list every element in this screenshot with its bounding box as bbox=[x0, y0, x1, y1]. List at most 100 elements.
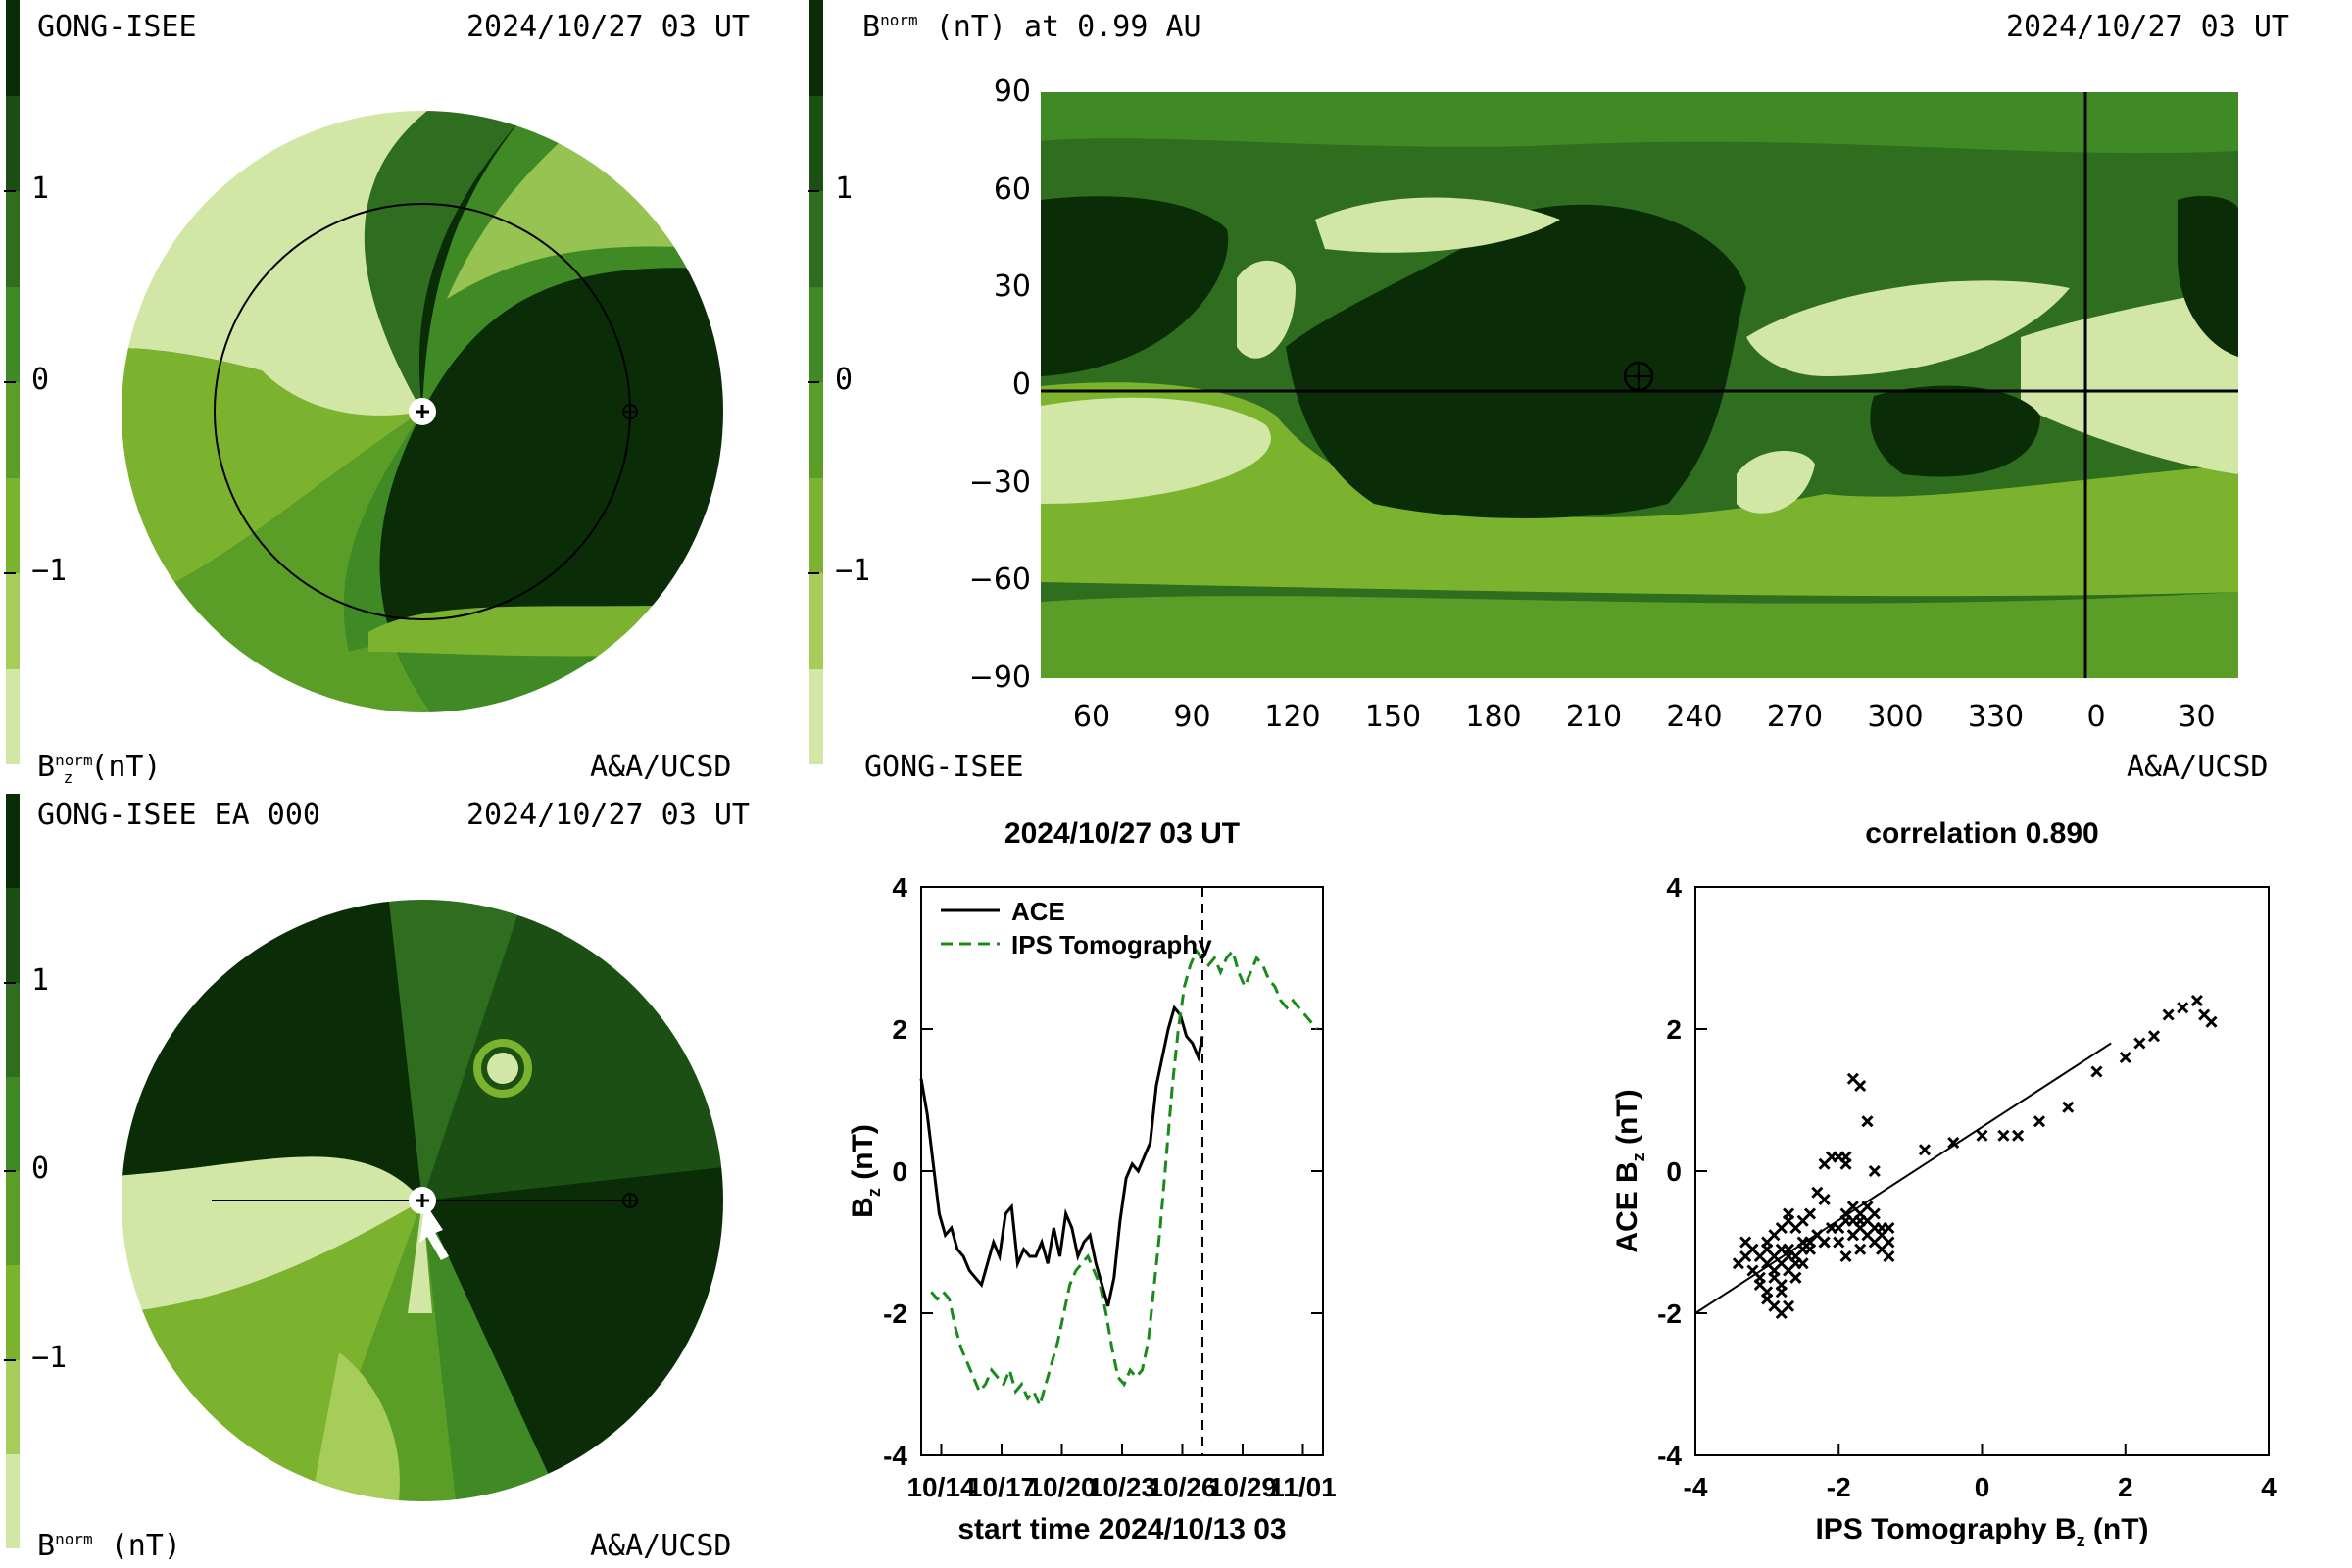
scatter-point bbox=[2119, 1051, 2132, 1064]
colorbar-segment bbox=[6, 477, 20, 573]
colorbar-tick-label: −1 bbox=[31, 554, 68, 588]
colorbar-segment bbox=[6, 573, 20, 669]
scatter-point bbox=[2177, 1002, 2189, 1014]
synoptic-x-tick-label: 210 bbox=[1565, 700, 1623, 734]
scatter-point bbox=[2205, 1015, 2218, 1028]
colorbar-tickmark bbox=[4, 190, 16, 192]
colorbar-tick-label: −1 bbox=[31, 1340, 68, 1375]
cb-label-b: B bbox=[37, 750, 56, 784]
colorbar-segment bbox=[6, 95, 20, 191]
scatter-point bbox=[1761, 1293, 1774, 1305]
synoptic-x-tick-label: 90 bbox=[1173, 700, 1211, 734]
colorbar-tick-label: 1 bbox=[31, 172, 50, 206]
scatter-point bbox=[1854, 1079, 1867, 1093]
colorbar-tickmark bbox=[808, 572, 819, 574]
scatter-point bbox=[1947, 1136, 1960, 1150]
synoptic-y-tick-label: 60 bbox=[993, 172, 1031, 207]
synoptic-center-dark bbox=[1286, 204, 1746, 518]
scatter-frame bbox=[1694, 886, 2270, 1456]
synoptic-south-band bbox=[1041, 592, 2238, 678]
timeseries-x-tick-label: 10/23 bbox=[1088, 1472, 1156, 1502]
scatter-point bbox=[2147, 1030, 2161, 1043]
synoptic-y-tick-label: 90 bbox=[993, 74, 1031, 109]
cb-label-unit-bl: (nT) bbox=[110, 1529, 181, 1563]
legend-label: IPS Tomography bbox=[1011, 930, 1212, 959]
bl-spot-ring bbox=[473, 1039, 532, 1098]
synoptic-south-pale bbox=[1041, 397, 1271, 504]
scatter-point bbox=[1976, 1129, 1988, 1142]
scatter-point bbox=[1818, 1193, 1831, 1206]
cb-label-sup: norm bbox=[55, 751, 93, 769]
scatter-y-tick-label: 0 bbox=[1666, 1156, 1682, 1187]
scatter-point bbox=[1753, 1278, 1766, 1292]
scatter-point bbox=[1775, 1286, 1788, 1298]
colorbar-bl: 1 0 −1 bbox=[0, 794, 67, 1568]
series-line-ips bbox=[930, 948, 1319, 1410]
colorbar-tr: 1 0 −1 bbox=[804, 0, 870, 774]
colorbar-segment bbox=[809, 382, 823, 478]
polar-map-bl bbox=[120, 898, 725, 1503]
scatter-point bbox=[1833, 1236, 1845, 1249]
colorbar-segment bbox=[6, 1359, 20, 1454]
panel-bottom-left: 1 0 −1 GONG-ISEE EA 000 2024/10/27 03 UT B… bbox=[0, 794, 804, 1568]
synoptic-right-dark-n bbox=[2178, 195, 2238, 357]
colorbar-tick-label: 1 bbox=[835, 172, 854, 206]
colorbar-segment bbox=[6, 1453, 20, 1548]
colorbar-tl: 1 0 −1 bbox=[0, 0, 67, 774]
panel-bl-footer-right: A&A/UCSD bbox=[590, 1529, 732, 1563]
scatter-point bbox=[1854, 1214, 1867, 1227]
scatter-y-tick-label: 2 bbox=[1666, 1014, 1682, 1045]
timeseries-x-tick-label: 10/29 bbox=[1208, 1472, 1277, 1502]
synoptic-y-tick-label: 0 bbox=[1011, 368, 1031, 402]
colorbar-segment bbox=[6, 1171, 20, 1266]
colorbar-tick-label: 0 bbox=[835, 363, 854, 397]
synoptic-x-tick-label: 60 bbox=[1072, 700, 1111, 734]
timeseries-title: 2024/10/27 03 UT bbox=[1004, 817, 1240, 850]
panel-tr-title-left: Bnorm (nT) at 0.99 AU bbox=[862, 10, 1201, 44]
colorbar-segment bbox=[6, 1076, 20, 1171]
colorbar-segment bbox=[6, 1265, 20, 1360]
synoptic-y-tick-label: 30 bbox=[993, 270, 1031, 305]
scatter-point bbox=[1918, 1144, 1932, 1156]
colorbar-segment bbox=[809, 668, 823, 764]
scatter-point bbox=[1818, 1236, 1831, 1249]
scatter-point bbox=[1883, 1250, 1895, 1263]
timeseries-x-tick-label: 10/17 bbox=[967, 1472, 1036, 1502]
synoptic-x-tick-label: 150 bbox=[1364, 700, 1422, 734]
panel-bl-title-right: 2024/10/27 03 UT bbox=[466, 798, 750, 832]
synoptic-north-dark-left bbox=[1041, 196, 1229, 376]
polar-map-tl bbox=[120, 109, 725, 714]
cb-label-sub: z bbox=[63, 768, 74, 787]
colorbar-segment bbox=[6, 0, 20, 96]
synoptic-map bbox=[1041, 92, 2238, 678]
scatter-point bbox=[1846, 1229, 1859, 1242]
timeseries-y-tick-label: 0 bbox=[892, 1156, 907, 1187]
timeseries-chart: 2024/10/27 03 UT420-2-410/1410/1710/2010… bbox=[847, 817, 1337, 1545]
synoptic-mid-pale bbox=[1746, 280, 2070, 376]
earth-cross-icon bbox=[623, 405, 637, 418]
colorbar-tickmark bbox=[4, 1170, 16, 1172]
scatter-point bbox=[2133, 1037, 2146, 1050]
panel-top-right: 1 0 −1 Bnorm (nT) at 0.99 AU 2024/10/27 03… bbox=[804, 0, 2352, 794]
title-b: B bbox=[862, 10, 881, 44]
scatter-point bbox=[1740, 1236, 1752, 1249]
timeseries-x-tick-label: 10/14 bbox=[906, 1472, 975, 1502]
scatter-x-label: IPS Tomography Bz (nT) bbox=[1815, 1513, 2148, 1550]
scatter-x-tick-label: 0 bbox=[1975, 1472, 1990, 1502]
timeseries-y-tick-label: 2 bbox=[892, 1014, 907, 1045]
scatter-point bbox=[2062, 1101, 2075, 1113]
colorbar-segment bbox=[6, 668, 20, 764]
scatter-point bbox=[1861, 1115, 1874, 1128]
panel-tr-footer-right: A&A/UCSD bbox=[2127, 750, 2269, 784]
bl-left-pale bbox=[121, 1156, 422, 1313]
colorbar-tickmark bbox=[4, 381, 16, 383]
scatter-x-tick-label: 2 bbox=[2118, 1472, 2133, 1502]
scatter-y-label: ACE Bz (nT) bbox=[1611, 1089, 1648, 1252]
polar-outline-tl bbox=[120, 109, 725, 714]
scatter-point bbox=[1783, 1214, 1795, 1227]
timeseries-y-tick-label: -4 bbox=[883, 1441, 907, 1471]
earth-cross-icon-bl bbox=[623, 1194, 637, 1207]
timeseries-x-tick-label: 10/26 bbox=[1148, 1472, 1216, 1502]
panel-tl-title-left: GONG-ISEE bbox=[37, 10, 197, 44]
scatter-point bbox=[1839, 1157, 1852, 1170]
